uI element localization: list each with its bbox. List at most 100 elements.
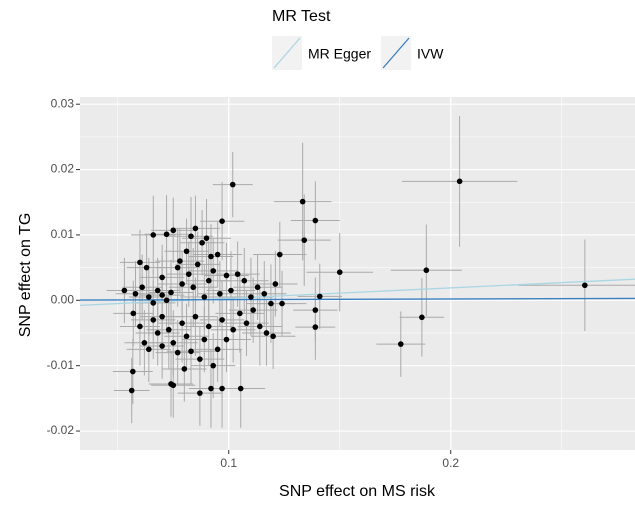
point bbox=[170, 227, 177, 234]
point bbox=[234, 271, 241, 277]
point bbox=[192, 225, 199, 232]
point bbox=[159, 313, 165, 320]
x-tick-label: 0.1 bbox=[220, 456, 237, 470]
point bbox=[163, 297, 170, 304]
point bbox=[228, 287, 234, 294]
point bbox=[219, 218, 225, 225]
point bbox=[146, 346, 152, 353]
legend-swatch bbox=[273, 37, 301, 69]
point bbox=[208, 253, 214, 260]
regression-line bbox=[79, 278, 635, 306]
point bbox=[179, 281, 185, 287]
point bbox=[277, 251, 283, 258]
point bbox=[154, 330, 161, 336]
point bbox=[279, 300, 285, 307]
legend-label: MR Egger bbox=[308, 46, 371, 62]
point bbox=[272, 281, 279, 287]
point bbox=[214, 251, 221, 258]
point bbox=[192, 313, 199, 320]
point bbox=[241, 277, 248, 284]
point bbox=[205, 277, 212, 284]
point bbox=[243, 320, 250, 326]
point bbox=[214, 346, 221, 353]
point bbox=[219, 385, 225, 392]
y-axis-label: SNP effect on TG bbox=[17, 213, 34, 338]
point bbox=[257, 323, 263, 330]
point bbox=[205, 323, 212, 330]
point bbox=[181, 366, 188, 372]
point bbox=[183, 333, 190, 340]
point bbox=[312, 324, 319, 330]
point bbox=[219, 317, 225, 323]
point bbox=[263, 330, 270, 336]
regression-line bbox=[79, 297, 635, 301]
y-tick-label: 0.00 bbox=[51, 292, 75, 306]
point bbox=[301, 237, 308, 243]
point bbox=[130, 310, 137, 317]
point bbox=[237, 310, 243, 317]
point bbox=[132, 290, 139, 297]
legend-title: MR Test bbox=[272, 8, 331, 25]
point bbox=[179, 320, 185, 326]
point bbox=[150, 232, 157, 238]
point bbox=[299, 198, 306, 205]
point bbox=[174, 264, 181, 271]
point bbox=[150, 300, 157, 306]
point bbox=[159, 343, 165, 349]
point bbox=[177, 258, 183, 264]
point bbox=[137, 323, 143, 330]
x-axis-label: SNP effect on MS risk bbox=[279, 483, 436, 500]
point bbox=[199, 239, 205, 246]
y-tick-label: 0.01 bbox=[51, 227, 75, 241]
point bbox=[190, 284, 197, 291]
point bbox=[223, 336, 230, 343]
legend-label: IVW bbox=[417, 46, 444, 62]
point bbox=[217, 290, 223, 297]
point bbox=[419, 314, 425, 321]
point bbox=[188, 348, 194, 355]
point bbox=[229, 181, 236, 188]
point bbox=[159, 292, 165, 298]
point bbox=[250, 307, 256, 313]
point bbox=[210, 268, 216, 274]
point bbox=[397, 341, 404, 347]
point bbox=[146, 294, 152, 300]
point bbox=[185, 271, 192, 277]
point bbox=[312, 307, 319, 313]
point bbox=[183, 248, 190, 255]
point bbox=[168, 381, 174, 387]
point bbox=[150, 317, 157, 323]
point bbox=[197, 356, 203, 362]
point bbox=[582, 282, 588, 289]
point bbox=[141, 339, 148, 346]
x-tick-label: 0.2 bbox=[442, 456, 459, 470]
point bbox=[456, 178, 463, 185]
point bbox=[170, 339, 177, 346]
point bbox=[261, 290, 268, 297]
y-tick-label: -0.01 bbox=[47, 358, 75, 372]
point bbox=[237, 385, 244, 392]
point bbox=[208, 385, 214, 392]
y-tick-label: 0.02 bbox=[51, 162, 75, 176]
point bbox=[194, 261, 201, 268]
legend-swatch bbox=[382, 37, 410, 69]
point bbox=[203, 235, 210, 241]
point bbox=[174, 349, 181, 356]
point bbox=[336, 269, 343, 275]
point bbox=[268, 300, 274, 307]
point bbox=[254, 284, 261, 291]
point bbox=[312, 217, 319, 224]
point bbox=[163, 231, 170, 238]
point bbox=[201, 294, 208, 300]
point bbox=[168, 289, 174, 296]
point bbox=[130, 368, 136, 375]
point bbox=[128, 387, 135, 394]
point bbox=[137, 259, 143, 266]
point bbox=[121, 287, 128, 294]
point bbox=[139, 284, 145, 291]
point bbox=[143, 264, 150, 271]
point bbox=[188, 233, 194, 240]
point bbox=[197, 390, 203, 396]
point bbox=[316, 293, 323, 300]
point bbox=[201, 336, 208, 343]
